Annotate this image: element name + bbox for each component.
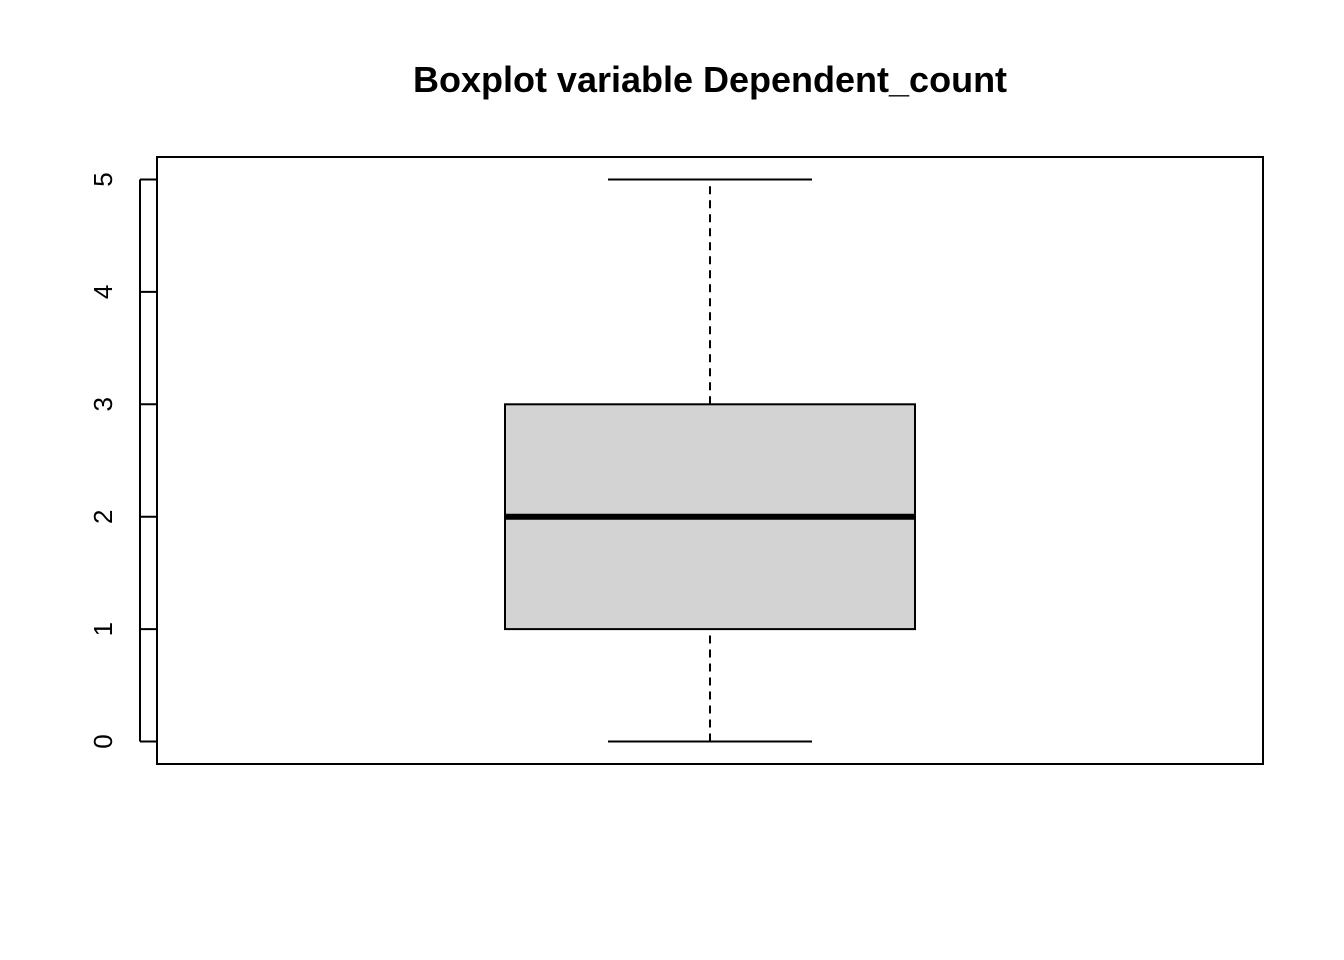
y-tick-label: 5 <box>88 172 118 186</box>
chart-title: Boxplot variable Dependent_count <box>413 59 1007 100</box>
y-tick-label: 2 <box>88 509 118 523</box>
y-tick-label: 4 <box>88 285 118 299</box>
y-axis: 0 1 2 3 4 5 <box>88 172 157 749</box>
y-tick-label: 3 <box>88 397 118 411</box>
y-tick-label: 0 <box>88 734 118 748</box>
boxplot <box>504 178 916 743</box>
plot-frame <box>156 156 1264 765</box>
y-tick-label: 1 <box>88 622 118 636</box>
